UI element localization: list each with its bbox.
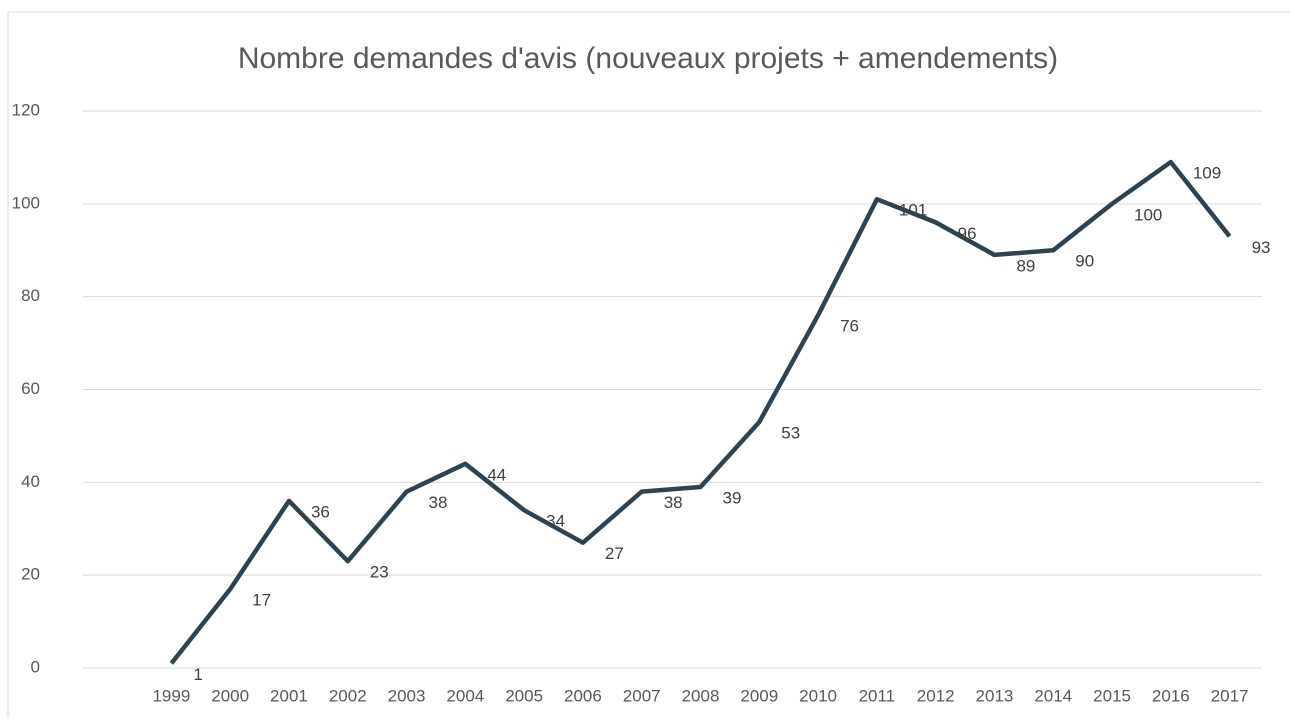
data-label: 23 bbox=[370, 563, 389, 582]
x-tick-label: 2001 bbox=[270, 686, 308, 705]
x-tick-label: 2012 bbox=[917, 686, 955, 705]
y-tick-label: 100 bbox=[12, 193, 40, 212]
x-tick-label: 2013 bbox=[976, 686, 1014, 705]
data-label: 34 bbox=[546, 512, 565, 531]
data-label: 1 bbox=[193, 665, 202, 684]
y-tick-label: 0 bbox=[31, 657, 40, 676]
x-tick-label: 2006 bbox=[564, 686, 602, 705]
data-label: 44 bbox=[487, 465, 506, 484]
y-tick-label: 60 bbox=[21, 379, 40, 398]
x-tick-label: 2004 bbox=[446, 686, 484, 705]
x-tick-label: 2000 bbox=[211, 686, 249, 705]
data-label: 96 bbox=[958, 224, 977, 243]
x-tick-label: 1999 bbox=[152, 686, 190, 705]
data-label: 38 bbox=[429, 493, 448, 512]
x-tick-label: 2010 bbox=[799, 686, 837, 705]
data-label: 76 bbox=[840, 317, 859, 336]
data-label: 109 bbox=[1193, 164, 1221, 183]
data-label: 90 bbox=[1075, 252, 1094, 271]
chart-frame bbox=[7, 11, 1290, 723]
chart-title: Nombre demandes d'avis (nouveaux projets… bbox=[238, 42, 1058, 75]
x-tick-label: 2002 bbox=[329, 686, 367, 705]
data-label: 38 bbox=[664, 493, 683, 512]
x-tick-label: 2015 bbox=[1093, 686, 1131, 705]
x-tick-label: 2008 bbox=[682, 686, 720, 705]
data-label: 27 bbox=[605, 544, 624, 563]
data-label: 100 bbox=[1134, 205, 1162, 224]
data-label: 93 bbox=[1252, 238, 1271, 257]
x-tick-label: 2014 bbox=[1034, 686, 1072, 705]
y-tick-label: 40 bbox=[21, 472, 40, 491]
data-label: 36 bbox=[311, 502, 330, 521]
x-tick-label: 2016 bbox=[1152, 686, 1190, 705]
data-label: 17 bbox=[252, 591, 271, 610]
data-label: 89 bbox=[1016, 256, 1035, 275]
data-label: 53 bbox=[781, 423, 800, 442]
x-tick-label: 2003 bbox=[388, 686, 426, 705]
x-tick-label: 2007 bbox=[623, 686, 661, 705]
x-tick-label: 2017 bbox=[1211, 686, 1249, 705]
x-tick-label: 2009 bbox=[740, 686, 778, 705]
y-tick-label: 120 bbox=[12, 100, 40, 119]
y-tick-label: 20 bbox=[21, 565, 40, 584]
x-tick-label: 2011 bbox=[859, 686, 896, 705]
y-tick-label: 80 bbox=[21, 286, 40, 305]
data-line bbox=[169, 159, 1232, 665]
data-label: 39 bbox=[723, 488, 742, 507]
x-tick-label: 2005 bbox=[505, 686, 543, 705]
data-label: 101 bbox=[899, 201, 927, 220]
